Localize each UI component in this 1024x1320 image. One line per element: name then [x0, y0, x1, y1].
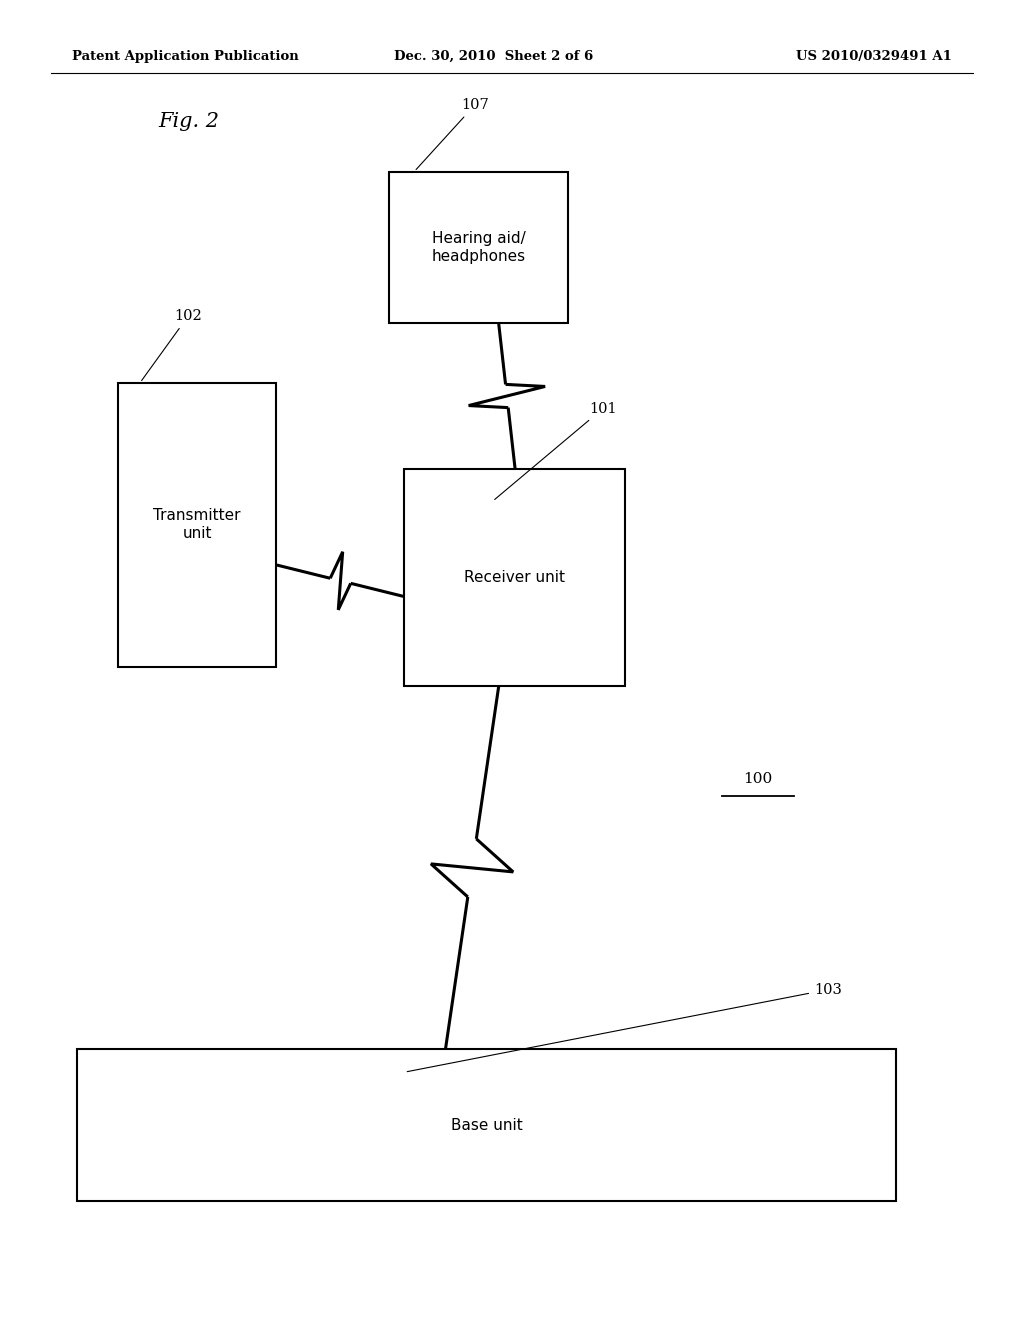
Text: Fig. 2: Fig. 2	[159, 112, 220, 131]
Text: Transmitter
unit: Transmitter unit	[154, 508, 241, 541]
Text: US 2010/0329491 A1: US 2010/0329491 A1	[797, 50, 952, 63]
Text: 102: 102	[141, 309, 202, 380]
Text: Base unit: Base unit	[451, 1118, 522, 1133]
Text: Patent Application Publication: Patent Application Publication	[72, 50, 298, 63]
Text: Hearing aid/
headphones: Hearing aid/ headphones	[432, 231, 525, 264]
Bar	[77, 1049, 896, 1201]
Bar	[389, 172, 568, 323]
Bar	[404, 469, 625, 686]
Text: 101: 101	[495, 401, 616, 499]
Text: 100: 100	[743, 772, 772, 785]
Text: 103: 103	[408, 982, 842, 1072]
Text: 107: 107	[416, 98, 488, 169]
Text: Receiver unit: Receiver unit	[464, 570, 565, 585]
Text: Dec. 30, 2010  Sheet 2 of 6: Dec. 30, 2010 Sheet 2 of 6	[394, 50, 594, 63]
Bar	[118, 383, 276, 667]
